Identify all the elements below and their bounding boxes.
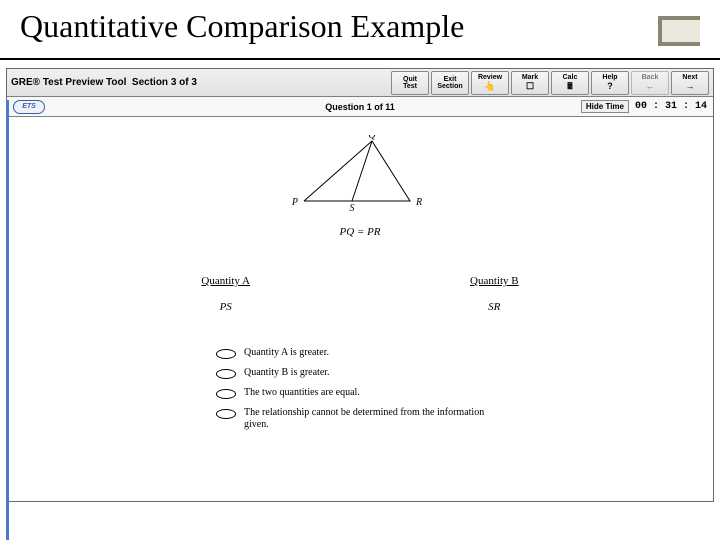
exit-label-1: Exit [444,76,457,83]
choice-oval-a[interactable] [216,349,236,359]
exit-label-2: Section [437,83,462,90]
next-label: Next [682,74,697,81]
calc-button[interactable]: Calc 🖩 [551,71,589,95]
back-icon: ← [646,82,655,91]
quit-label-1: Quit [403,76,417,83]
choice-row: Quantity B is greater. [216,367,504,379]
calc-label: Calc [563,74,578,81]
choice-row: Quantity A is greater. [216,347,504,359]
mark-button[interactable]: Mark ☐ [511,71,549,95]
mark-label: Mark [522,74,538,81]
help-icon: ? [607,82,613,91]
choice-oval-d[interactable] [216,409,236,419]
quantity-b-value: SR [470,301,519,313]
exit-section-button[interactable]: Exit Section [431,71,469,95]
help-label: Help [602,74,617,81]
next-icon: → [686,82,695,91]
quantity-b-header: Quantity B [470,275,519,287]
answer-choices: Quantity A is greater. Quantity B is gre… [216,347,504,439]
back-button: Back ← [631,71,669,95]
choice-text-c: The two quantities are equal. [244,387,360,399]
corner-decoration [658,16,700,46]
review-label: Review [478,74,502,81]
hide-time-button[interactable]: Hide Time [581,100,629,113]
choice-text-b: Quantity B is greater. [244,367,330,379]
ets-logo: ETS [13,100,45,114]
brand-row: ETS Question 1 of 11 Hide Time 00 : 31 :… [7,97,713,117]
slide-title: Quantitative Comparison Example [20,8,464,45]
quantities-row: Quantity A PS Quantity B SR [7,275,713,313]
app-title: GRE® Test Preview Tool Section 3 of 3 [11,77,197,88]
quantity-a-header: Quantity A [201,275,250,287]
slide-header: Quantitative Comparison Example [0,0,720,60]
quantity-b-col: Quantity B SR [470,275,519,313]
app-title-text: GRE® Test Preview Tool [11,77,126,88]
timer-display: 00 : 31 : 14 [635,101,707,112]
choice-row: The two quantities are equal. [216,387,504,399]
triangle-figure: Q P S R [290,135,430,213]
label-q: Q [368,135,376,141]
review-button[interactable]: Review 👆 [471,71,509,95]
choice-row: The relationship cannot be determined fr… [216,407,504,431]
back-label: Back [642,74,659,81]
quantity-a-value: PS [201,301,250,313]
label-p: P [291,197,298,208]
choice-oval-b[interactable] [216,369,236,379]
label-s: S [350,203,355,213]
triangle-outline [304,141,410,201]
quit-label-2: Test [403,83,417,90]
label-r: R [415,197,422,208]
figure-wrap: Q P S R PQ = PR [290,135,430,238]
question-area: Q P S R PQ = PR Quantity A PS Quantity B… [7,117,713,501]
app-frame: GRE® Test Preview Tool Section 3 of 3 Qu… [6,68,714,502]
mark-icon: ☐ [526,82,534,91]
next-button[interactable]: Next → [671,71,709,95]
help-button[interactable]: Help ? [591,71,629,95]
review-icon: 👆 [484,82,495,91]
choice-oval-c[interactable] [216,389,236,399]
question-counter: Question 1 of 11 [325,102,395,112]
app-toolbar: GRE® Test Preview Tool Section 3 of 3 Qu… [7,69,713,97]
section-label: Section 3 of 3 [132,77,197,88]
choice-text-a: Quantity A is greater. [244,347,329,359]
choice-text-d: The relationship cannot be determined fr… [244,407,504,431]
left-edge-accent [6,100,9,540]
quit-test-button[interactable]: Quit Test [391,71,429,95]
timer-wrap: Hide Time 00 : 31 : 14 [581,100,707,113]
calc-icon: 🖩 [567,82,572,91]
equation: PQ = PR [290,226,430,238]
quantity-a-col: Quantity A PS [201,275,250,313]
